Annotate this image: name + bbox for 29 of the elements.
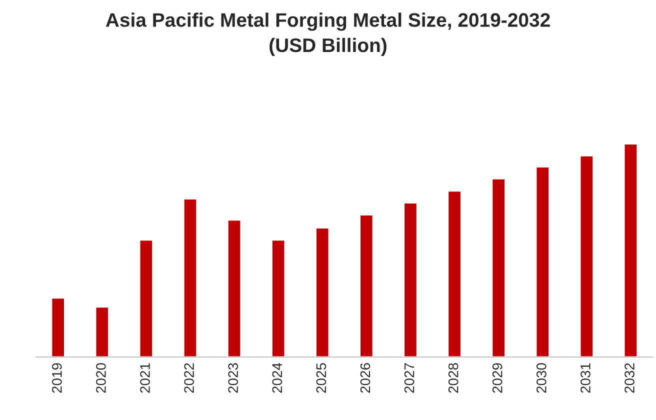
bar bbox=[94, 306, 110, 357]
x-tick-label: 2024 bbox=[272, 362, 282, 393]
x-tick-label: 2031 bbox=[580, 363, 590, 393]
x-tick-label: 2030 bbox=[536, 363, 546, 393]
x-tick-label: 2023 bbox=[228, 363, 238, 393]
bar bbox=[447, 190, 462, 357]
bar bbox=[359, 214, 374, 357]
bar bbox=[623, 143, 638, 357]
bar bbox=[138, 239, 154, 357]
x-tick-label: 2029 bbox=[492, 363, 502, 393]
x-tick-label: 2021 bbox=[140, 363, 150, 393]
x-tick-label: 2019 bbox=[52, 363, 62, 393]
bar bbox=[315, 227, 330, 357]
bar bbox=[579, 155, 594, 357]
bar bbox=[403, 202, 418, 357]
bar bbox=[535, 166, 550, 357]
x-tick-label: 2027 bbox=[404, 363, 414, 393]
bar bbox=[271, 239, 286, 357]
bar bbox=[491, 178, 506, 357]
x-tick-label: 2032 bbox=[624, 363, 634, 393]
bar bbox=[50, 297, 66, 357]
chart-title: Asia Pacific Metal Forging Metal Size, 2019-2032 (USD Billion) bbox=[106, 12, 550, 56]
x-tick-label: 2022 bbox=[184, 363, 194, 393]
bar bbox=[226, 219, 242, 357]
x-tick-label: 2025 bbox=[316, 363, 326, 393]
bar bbox=[182, 198, 198, 357]
x-tick-label: 2020 bbox=[96, 363, 106, 393]
x-tick-label: 2026 bbox=[360, 363, 370, 393]
x-tick-label: 2028 bbox=[448, 363, 458, 393]
